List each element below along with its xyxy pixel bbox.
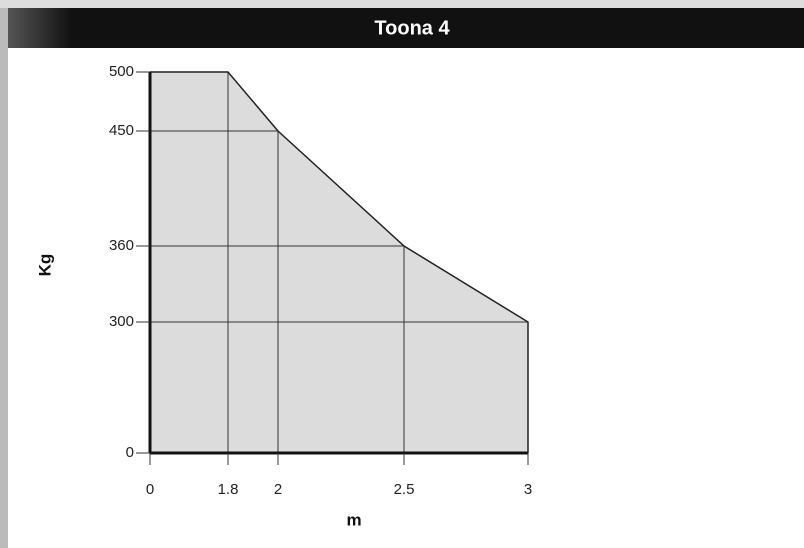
x-tick-label: 2 [274,481,282,498]
top-frame [0,0,804,8]
left-frame [0,8,8,548]
line [150,71,529,453]
x-tick-label: 0 [146,481,154,498]
y-tick-label: 500 [109,63,134,80]
chart-title: Toona 4 [374,17,450,39]
y-tick-label: 300 [109,313,134,330]
area [150,72,528,453]
header-bar [8,8,804,48]
y-tick-label: 0 [126,444,134,461]
y-tick-label: 360 [109,237,134,254]
x-axis-label: m [346,510,361,529]
x-tick-label: 1.8 [218,481,239,498]
y-tick-label: 450 [109,122,134,139]
x-tick-label: 3 [524,481,532,498]
x-tick-label: 2.5 [394,481,415,498]
y-axis-label: Kg [35,254,54,277]
